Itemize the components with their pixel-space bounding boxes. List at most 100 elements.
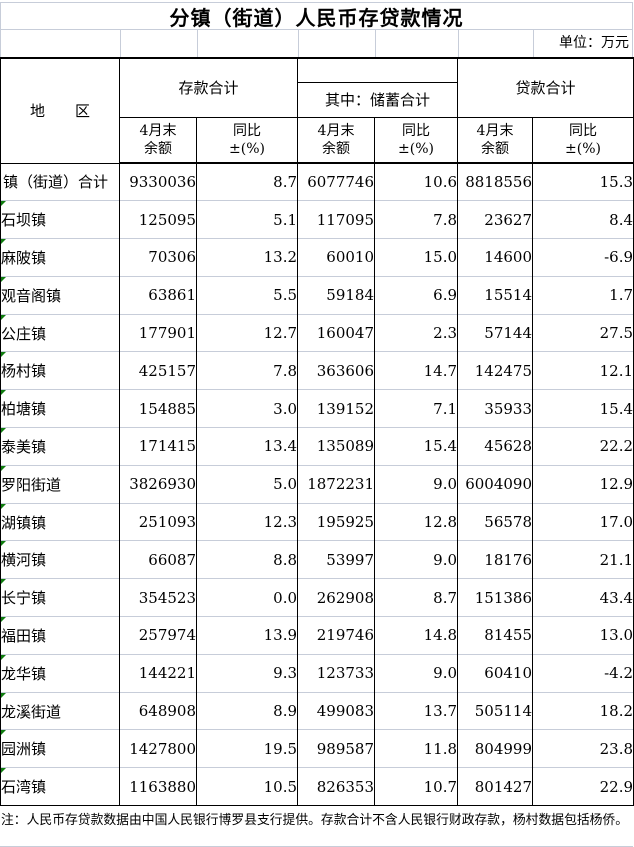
value-cell[interactable]: 66087 — [119, 540, 197, 579]
value-cell[interactable]: 12.7 — [195, 313, 299, 352]
loan-yoy-header[interactable]: 同比 ±(%) — [532, 116, 634, 164]
value-cell[interactable]: 9.0 — [374, 653, 459, 693]
value-cell[interactable]: 10.7 — [374, 767, 459, 806]
region-column-header[interactable]: 地 区 — [0, 58, 120, 164]
value-cell[interactable]: 13.9 — [195, 616, 299, 655]
value-cell[interactable]: 60010 — [297, 238, 376, 277]
value-cell[interactable]: 7.8 — [195, 351, 299, 390]
value-cell[interactable]: 505114 — [457, 691, 534, 730]
value-cell[interactable]: 251093 — [119, 502, 197, 541]
value-cell[interactable]: 5.5 — [195, 275, 299, 315]
value-cell[interactable]: 117095 — [297, 200, 376, 239]
value-cell[interactable]: 826353 — [297, 767, 376, 806]
region-cell[interactable]: 石坝镇 — [0, 200, 120, 239]
value-cell[interactable]: 8818556 — [457, 163, 534, 201]
value-cell[interactable]: 8.7 — [195, 163, 299, 201]
region-cell[interactable]: 观音阁镇 — [0, 275, 120, 315]
value-cell[interactable]: 23627 — [457, 200, 534, 239]
value-cell[interactable]: 13.4 — [195, 427, 299, 466]
value-cell[interactable]: 1.7 — [532, 275, 634, 315]
value-cell[interactable]: 60410 — [457, 653, 534, 693]
savings-total-group-header[interactable]: 其中：储蓄合计 — [297, 58, 459, 118]
value-cell[interactable]: 160047 — [297, 313, 376, 352]
value-cell[interactable]: 5.0 — [195, 464, 299, 504]
value-cell[interactable]: 7.1 — [374, 389, 459, 428]
region-cell[interactable]: 公庄镇 — [0, 313, 120, 352]
value-cell[interactable]: 18176 — [457, 540, 534, 579]
value-cell[interactable]: 1163880 — [119, 767, 197, 806]
value-cell[interactable]: 1872231 — [297, 464, 376, 504]
region-cell[interactable]: 龙华镇 — [0, 653, 120, 693]
value-cell[interactable]: 14.8 — [374, 616, 459, 655]
region-cell[interactable]: 长宁镇 — [0, 578, 120, 617]
value-cell[interactable]: 425157 — [119, 351, 197, 390]
value-cell[interactable]: 45628 — [457, 427, 534, 466]
value-cell[interactable]: 15514 — [457, 275, 534, 315]
value-cell[interactable]: 63861 — [119, 275, 197, 315]
value-cell[interactable]: 2.3 — [374, 313, 459, 352]
value-cell[interactable]: 499083 — [297, 691, 376, 730]
value-cell[interactable]: 142475 — [457, 351, 534, 390]
value-cell[interactable]: 56578 — [457, 502, 534, 541]
value-cell[interactable]: 9.3 — [195, 653, 299, 693]
value-cell[interactable]: 195925 — [297, 502, 376, 541]
value-cell[interactable]: 123733 — [297, 653, 376, 693]
region-cell[interactable]: 横河镇 — [0, 540, 120, 579]
value-cell[interactable]: 1427800 — [119, 729, 197, 768]
value-cell[interactable]: 11.8 — [374, 729, 459, 768]
value-cell[interactable]: 12.1 — [532, 351, 634, 390]
value-cell[interactable]: 0.0 — [195, 578, 299, 617]
value-cell[interactable]: 57144 — [457, 313, 534, 352]
value-cell[interactable]: 171415 — [119, 427, 197, 466]
value-cell[interactable]: 10.5 — [195, 767, 299, 806]
value-cell[interactable]: 53997 — [297, 540, 376, 579]
region-cell[interactable]: 石湾镇 — [0, 767, 120, 806]
value-cell[interactable]: 12.8 — [374, 502, 459, 541]
value-cell[interactable]: 804999 — [457, 729, 534, 768]
region-cell[interactable]: 福田镇 — [0, 616, 120, 655]
value-cell[interactable]: 15.3 — [532, 163, 634, 201]
value-cell[interactable]: 3.0 — [195, 389, 299, 428]
deposit-total-group-header[interactable]: 存款合计 — [118, 58, 299, 118]
value-cell[interactable]: 13.2 — [195, 238, 299, 277]
value-cell[interactable]: 648908 — [119, 691, 197, 730]
region-cell[interactable]: 柏塘镇 — [0, 389, 120, 428]
value-cell[interactable]: 81455 — [457, 616, 534, 655]
value-cell[interactable]: 19.5 — [195, 729, 299, 768]
value-cell[interactable]: 6.9 — [374, 275, 459, 315]
value-cell[interactable]: 354523 — [119, 578, 197, 617]
value-cell[interactable]: 12.3 — [195, 502, 299, 541]
value-cell[interactable]: 135089 — [297, 427, 376, 466]
value-cell[interactable]: 35933 — [457, 389, 534, 428]
value-cell[interactable]: 8.9 — [195, 691, 299, 730]
value-cell[interactable]: -4.2 — [532, 653, 634, 693]
value-cell[interactable]: 9330036 — [119, 163, 197, 201]
value-cell[interactable]: 21.1 — [532, 540, 634, 579]
value-cell[interactable]: 7.8 — [374, 200, 459, 239]
value-cell[interactable]: 12.9 — [532, 464, 634, 504]
value-cell[interactable]: 8.4 — [532, 200, 634, 239]
value-cell[interactable]: 15.4 — [532, 389, 634, 428]
value-cell[interactable]: 13.0 — [532, 616, 634, 655]
region-cell[interactable]: 镇（街道）合计 — [0, 163, 120, 201]
value-cell[interactable]: 9.0 — [374, 540, 459, 579]
loan-total-group-header[interactable]: 贷款合计 — [457, 58, 634, 118]
value-cell[interactable]: 17.0 — [532, 502, 634, 541]
value-cell[interactable]: 151386 — [457, 578, 534, 617]
region-cell[interactable]: 园洲镇 — [0, 729, 120, 768]
region-cell[interactable]: 泰美镇 — [0, 427, 120, 466]
value-cell[interactable]: 144221 — [119, 653, 197, 693]
value-cell[interactable]: 8.7 — [374, 578, 459, 617]
loan-balance-header[interactable]: 4月末 余额 — [457, 116, 534, 164]
region-cell[interactable]: 龙溪街道 — [0, 691, 120, 730]
value-cell[interactable]: 23.8 — [532, 729, 634, 768]
value-cell[interactable]: 15.0 — [374, 238, 459, 277]
value-cell[interactable]: 14.7 — [374, 351, 459, 390]
value-cell[interactable]: 27.5 — [532, 313, 634, 352]
value-cell[interactable]: 8.8 — [195, 540, 299, 579]
value-cell[interactable]: -6.9 — [532, 238, 634, 277]
value-cell[interactable]: 15.4 — [374, 427, 459, 466]
value-cell[interactable]: 13.7 — [374, 691, 459, 730]
value-cell[interactable]: 6004090 — [457, 464, 534, 504]
value-cell[interactable]: 59184 — [297, 275, 376, 315]
